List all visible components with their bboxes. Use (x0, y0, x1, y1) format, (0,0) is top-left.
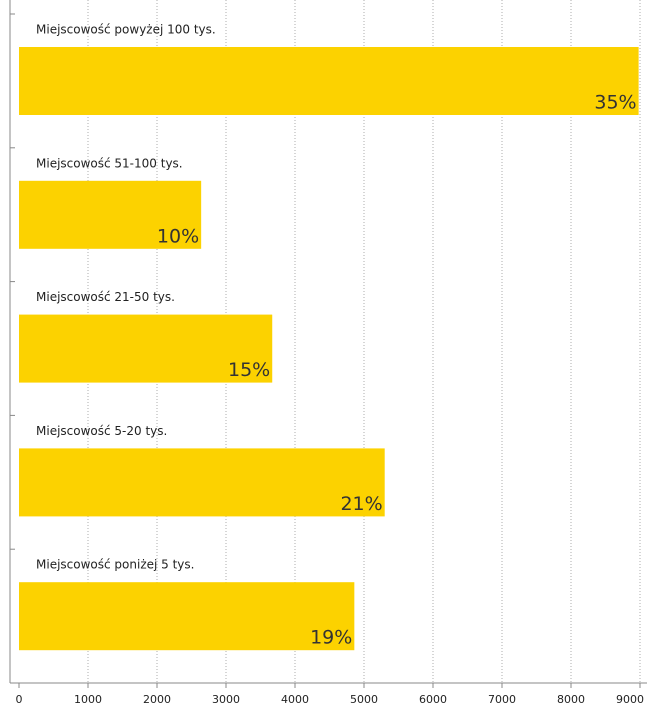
x-tick-label: 7000 (488, 693, 516, 706)
bar (19, 448, 385, 517)
category-label: Miejscowość 21-50 tys. (36, 290, 175, 304)
x-tick-label: 6000 (419, 693, 447, 706)
x-tick-label: 5000 (350, 693, 378, 706)
x-tick-label: 3000 (212, 693, 240, 706)
value-label: 15% (228, 359, 270, 381)
category-label: Miejscowość 5-20 tys. (36, 424, 167, 438)
category-label: Miejscowość powyżej 100 tys. (36, 23, 216, 37)
value-label: 10% (157, 225, 199, 247)
x-tick-label: 9000 (616, 693, 644, 706)
x-tick-label: 2000 (143, 693, 171, 706)
bar (19, 180, 202, 249)
x-tick-label: 4000 (281, 693, 309, 706)
value-label: 19% (310, 627, 352, 649)
bar (19, 314, 273, 383)
value-label: 21% (340, 493, 382, 515)
x-tick-label: 1000 (74, 693, 102, 706)
value-label: 35% (594, 92, 636, 114)
category-label: Miejscowość 51-100 tys. (36, 156, 183, 170)
x-tick-label: 0 (16, 693, 23, 706)
bar (19, 47, 639, 115)
bar (19, 582, 355, 651)
category-label: Miejscowość poniżej 5 tys. (36, 558, 194, 572)
x-tick-label: 8000 (557, 693, 585, 706)
